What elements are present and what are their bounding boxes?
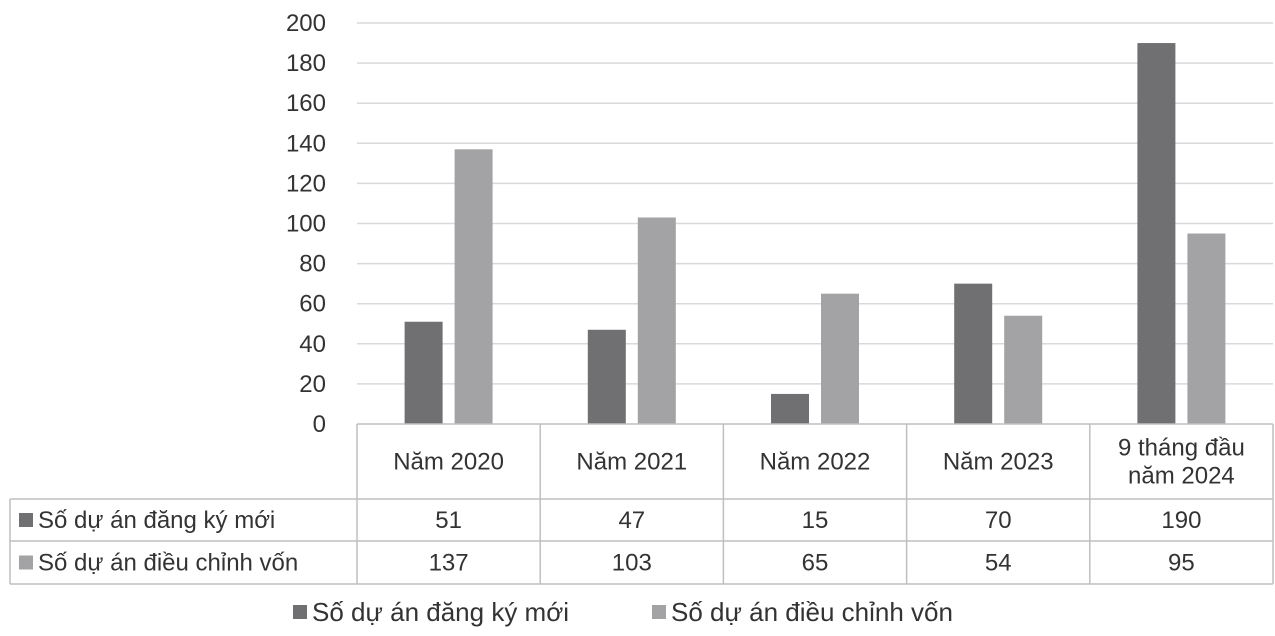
y-tick-label: 140 [286, 130, 326, 157]
y-tick-label: 200 [286, 10, 326, 37]
y-tick-label: 80 [299, 251, 326, 278]
category-label: Năm 2021 [576, 449, 687, 476]
table-legend-key [19, 513, 33, 527]
bars [404, 43, 1226, 425]
table-value: 137 [429, 550, 469, 577]
category-label: Năm 2023 [943, 449, 1054, 476]
bar-dieu-chinh-von [1187, 233, 1226, 424]
bar-dang-ky-moi [404, 321, 443, 424]
bar-dieu-chinh-von [1004, 315, 1043, 424]
category-label: Năm 2022 [760, 449, 871, 476]
legend-label: Số dự án đăng ký mới [312, 597, 569, 627]
table-value: 51 [435, 507, 462, 534]
y-tick-label: 100 [286, 211, 326, 238]
table-value: 190 [1161, 507, 1201, 534]
table-series-name: Số dự án điều chỉnh vốn [38, 550, 298, 577]
y-tick-label: 120 [286, 170, 326, 197]
y-axis-ticks: 0 20 40 60 80 100 120 140 160 180 200 [286, 10, 326, 438]
table-value: 15 [802, 507, 829, 534]
bar-dang-ky-moi [1137, 43, 1176, 425]
bar-dieu-chinh-von [821, 293, 859, 424]
table-value: 70 [985, 507, 1012, 534]
bar-dang-ky-moi [587, 329, 626, 424]
table-value: 103 [612, 550, 652, 577]
table-value: 65 [802, 550, 829, 577]
legend-key [293, 605, 307, 619]
gridlines [357, 22, 1273, 385]
bar-dang-ky-moi [954, 283, 993, 424]
y-tick-label: 60 [299, 291, 326, 318]
y-tick-label: 40 [299, 331, 326, 358]
category-label: Năm 2020 [393, 449, 504, 476]
legend: Số dự án đăng ký mới Số dự án điều chỉnh … [293, 597, 953, 627]
category-label: 9 tháng đầu [1118, 435, 1245, 462]
bar-dieu-chinh-von [454, 149, 493, 424]
table-value: 54 [985, 550, 1012, 577]
y-tick-label: 20 [299, 371, 326, 398]
y-tick-label: 160 [286, 90, 326, 117]
y-tick-label: 0 [313, 411, 326, 438]
table-value: 95 [1168, 550, 1195, 577]
data-table: Năm 2020 Năm 2021 Năm 2022 Năm 2023 9 tháng … [9, 423, 1274, 585]
bar-dieu-chinh-von [637, 217, 676, 424]
legend-label: Số dự án điều chỉnh vốn [671, 597, 953, 627]
y-tick-label: 180 [286, 50, 326, 77]
table-series-name: Số dự án đăng ký mới [38, 507, 275, 534]
category-label: năm 2024 [1128, 463, 1235, 490]
table-value: 47 [618, 507, 645, 534]
legend-key [652, 605, 666, 619]
table-legend-key [19, 555, 33, 570]
bar-dang-ky-moi [771, 393, 809, 424]
